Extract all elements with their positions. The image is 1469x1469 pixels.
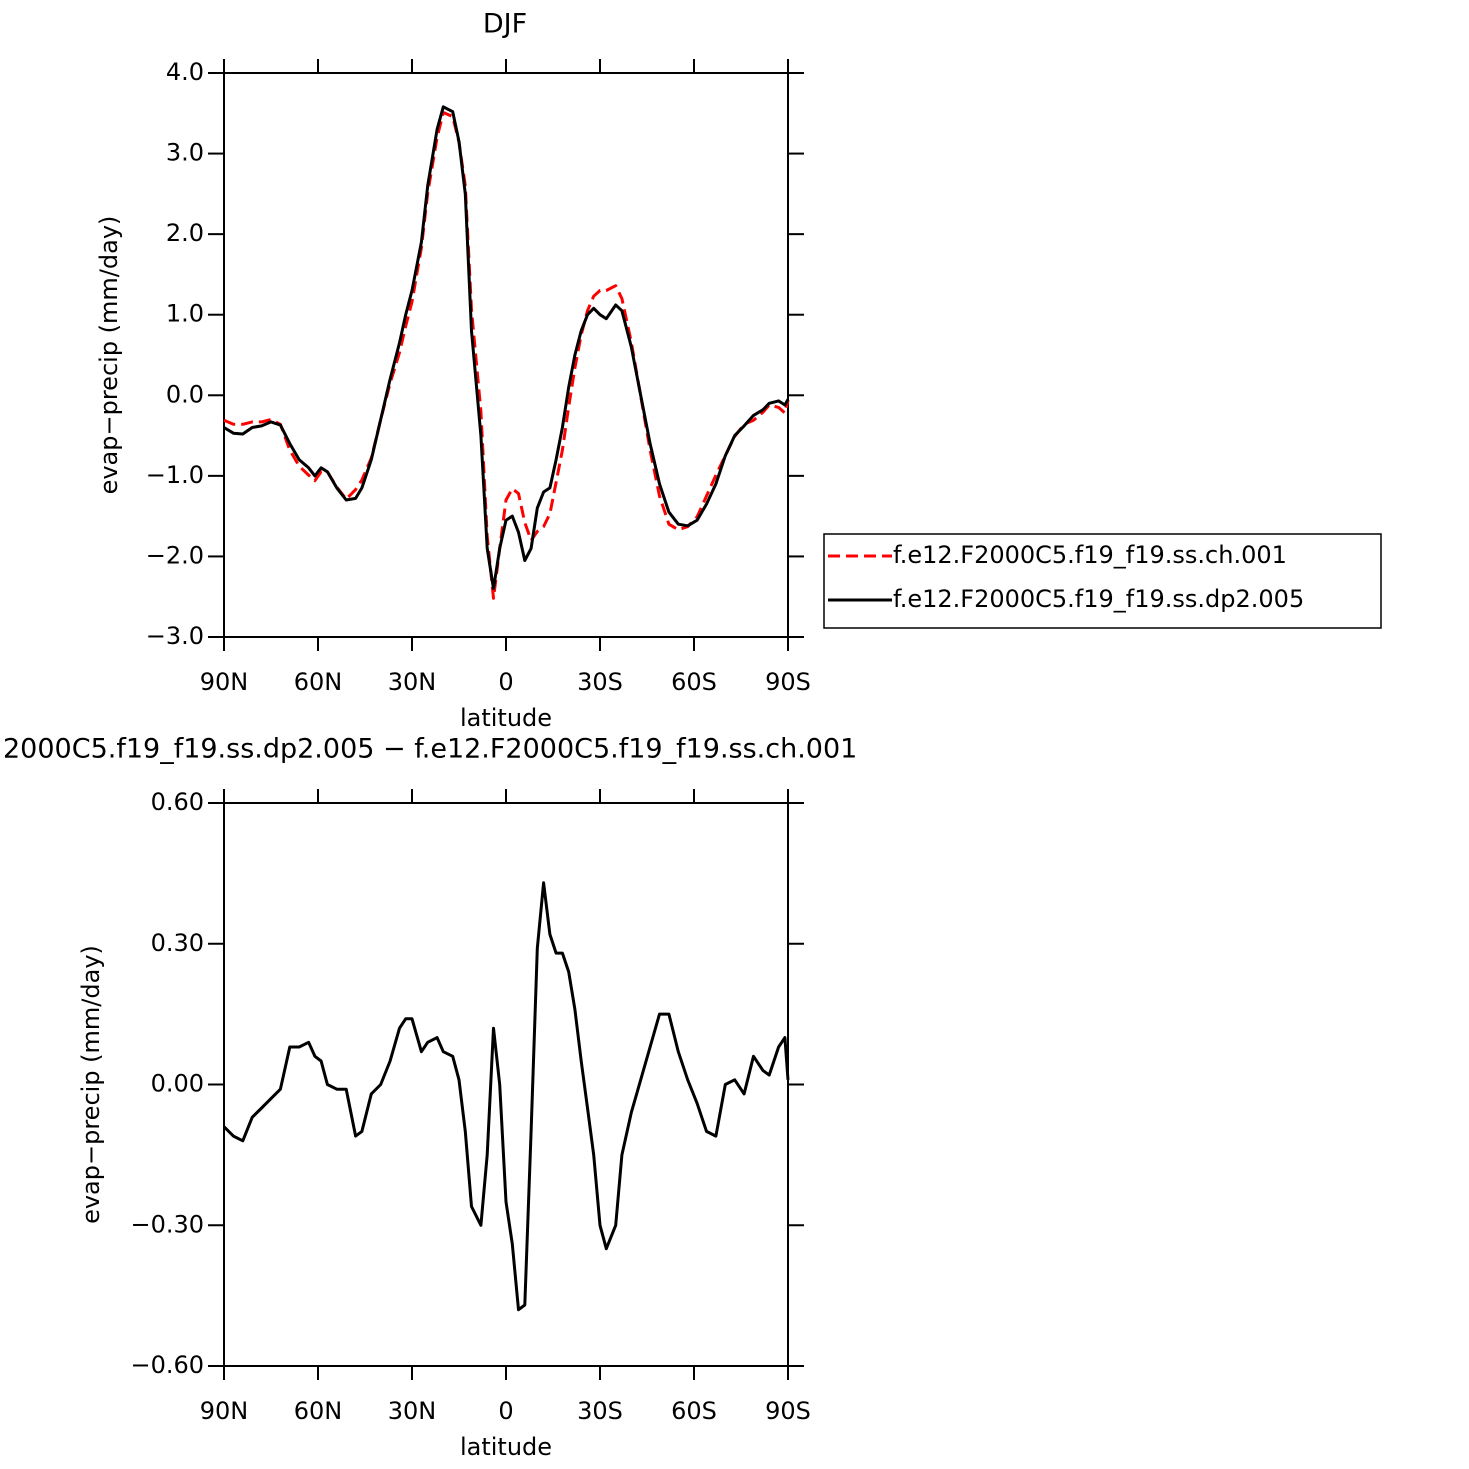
y-tick-label: 0.60: [151, 788, 204, 816]
y-tick-label: 0.00: [151, 1070, 204, 1098]
y-tick-label: −2.0: [146, 541, 204, 569]
x-tick-label: 60N: [294, 668, 343, 696]
y-tick-label: 0.30: [151, 929, 204, 957]
x-tick-label: 30N: [388, 668, 437, 696]
y-tick-label: 1.0: [166, 300, 204, 328]
chart-title: DJF: [483, 9, 527, 40]
x-tick-label: 0: [498, 668, 513, 696]
x-tick-label: 0: [498, 1397, 513, 1425]
x-tick-label: 90N: [200, 1397, 249, 1425]
plot-frame: [223, 72, 789, 638]
y-tick-label: −0.30: [130, 1210, 204, 1238]
y-axis-label: evap−precip (mm/day): [77, 945, 105, 1224]
y-axis-label: evap−precip (mm/day): [95, 216, 123, 495]
x-tick-label: 30S: [577, 1397, 623, 1425]
legend-label: f.e12.F2000C5.f19_f19.ss.ch.001: [893, 541, 1287, 569]
x-tick-label: 60S: [671, 668, 717, 696]
y-tick-label: 3.0: [166, 139, 204, 167]
x-tick-label: 90S: [765, 668, 811, 696]
x-axis-label: latitude: [460, 704, 552, 732]
legend-box: [823, 533, 1382, 629]
x-axis-label: latitude: [460, 1433, 552, 1461]
x-tick-label: 90N: [200, 668, 249, 696]
x-tick-label: 90S: [765, 1397, 811, 1425]
data-line: [223, 105, 790, 591]
legend-label: f.e12.F2000C5.f19_f19.ss.dp2.005: [893, 585, 1304, 613]
x-tick-label: 30S: [577, 668, 623, 696]
y-tick-label: −1.0: [146, 461, 204, 489]
x-tick-label: 60N: [294, 1397, 343, 1425]
x-tick-label: 60S: [671, 1397, 717, 1425]
y-tick-label: −0.60: [130, 1351, 204, 1379]
data-line: [222, 881, 790, 1312]
chart-title: 2000C5.f19_f19.ss.dp2.005 − f.e12.F2000C…: [3, 734, 857, 765]
y-tick-label: 4.0: [166, 58, 204, 86]
y-tick-label: 0.0: [166, 380, 204, 408]
y-tick-label: 2.0: [166, 219, 204, 247]
x-tick-label: 30N: [388, 1397, 437, 1425]
plot-frame: [223, 802, 789, 1367]
y-tick-label: −3.0: [146, 622, 204, 650]
